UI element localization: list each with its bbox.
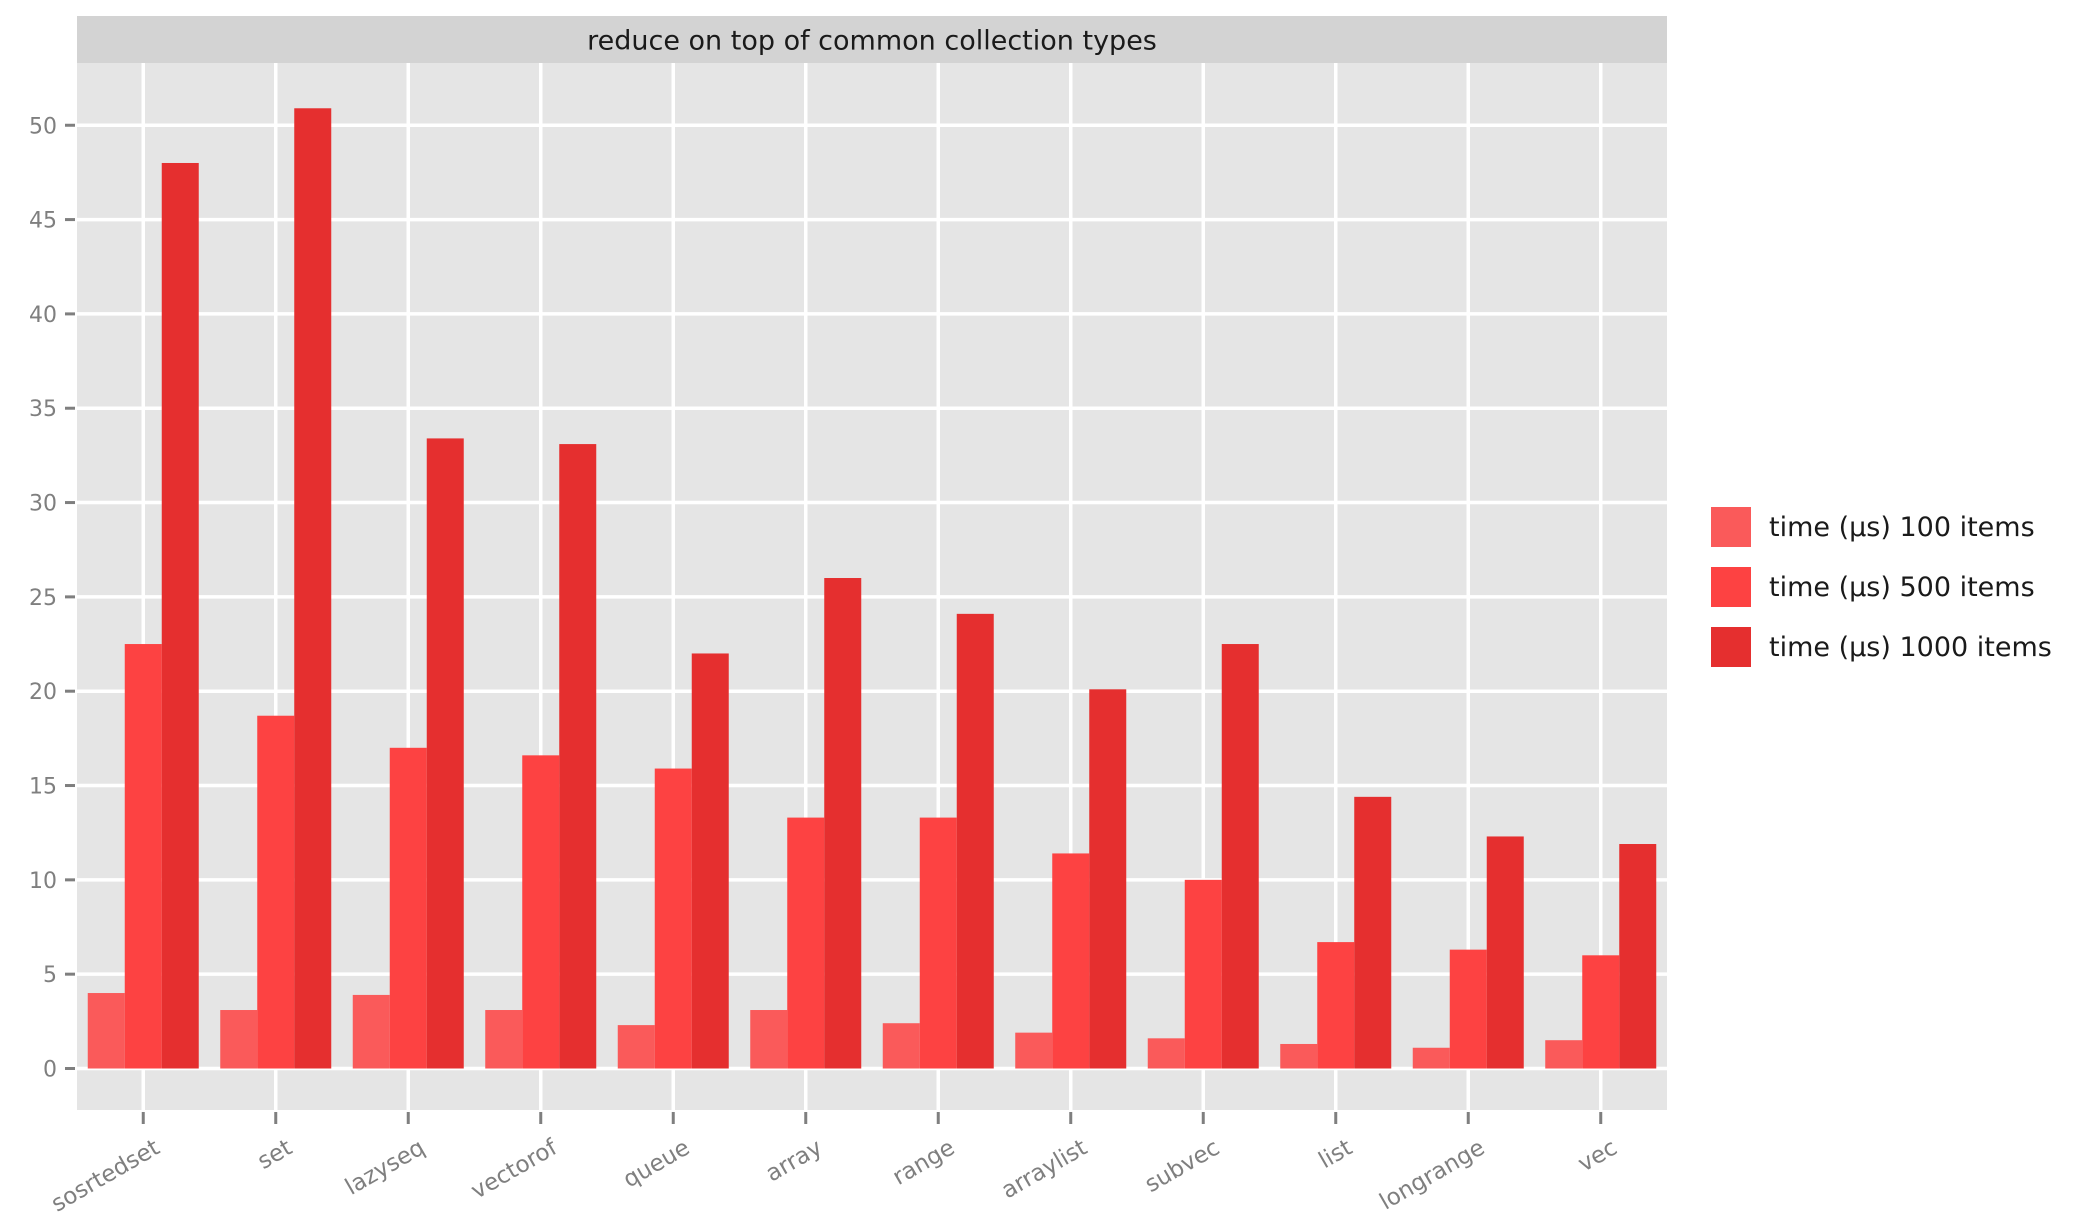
bar [257,715,295,1069]
bar [1486,836,1524,1069]
bar [691,653,729,1069]
bar [956,613,994,1069]
y-tick-label: 0 [43,1057,57,1082]
bar [1184,879,1222,1069]
legend-swatch [1711,507,1751,547]
bar [352,994,390,1069]
bar [294,108,332,1069]
bar [1619,844,1657,1069]
bar [1412,1047,1450,1069]
bars [87,108,1657,1069]
legend-label: time (µs) 100 items [1769,512,2035,543]
bar [882,1023,920,1069]
y-tick-label: 15 [29,775,57,800]
y-tick-label: 20 [29,680,57,705]
bar [124,644,162,1069]
x-tick-label: vec [1574,1135,1622,1178]
bar [1280,1043,1318,1069]
bar [1015,1032,1053,1069]
y-tick-label: 25 [29,586,57,611]
legend: time (µs) 100 items time (µs) 500 items ti… [1711,507,2052,667]
bar [824,578,862,1069]
x-tick-label: sosrtedset [47,1135,164,1218]
y-tick-label: 45 [29,209,57,234]
bar [1449,949,1487,1069]
bar [750,1010,788,1069]
y-tick-label: 50 [29,114,57,139]
x-tick-label: range [888,1135,959,1191]
legend-label: time (µs) 1000 items [1769,632,2052,663]
legend-label: time (µs) 500 items [1769,572,2035,603]
y-tick-label: 10 [29,869,57,894]
x-tick-label: lazyseq [341,1135,429,1201]
y-axis: 0 5 10 15 20 25 30 35 40 45 50 [29,114,75,1082]
x-tick-label: arraylist [997,1135,1091,1205]
bar [654,768,692,1069]
bar [1052,853,1090,1069]
x-tick-label: subvec [1141,1135,1225,1198]
bar [426,438,464,1069]
bar [389,747,427,1069]
x-tick-label: vectorof [467,1134,563,1204]
x-tick-label: list [1314,1135,1356,1174]
title-strip [77,16,1667,63]
legend-swatch [1711,627,1751,667]
bar [485,1010,523,1069]
bar [787,817,825,1069]
bar [1147,1038,1185,1069]
y-tick-label: 40 [29,303,57,328]
bar [1354,796,1392,1069]
bar [161,162,199,1069]
bar [1317,942,1355,1069]
x-tick-label: array [762,1135,827,1188]
y-tick-label: 5 [43,963,57,988]
x-tick-label: set [253,1135,296,1175]
legend-swatch [1711,567,1751,607]
y-tick-label: 35 [29,397,57,422]
y-tick-label: 30 [29,492,57,517]
x-tick-label: queue [619,1135,694,1194]
chart-title: reduce on top of common collection types [587,26,1157,57]
bar [559,444,597,1069]
x-axis: sosrtedset set lazyseq vectorof queue array ra… [47,1112,1622,1217]
bar [1545,1040,1583,1069]
bar [1582,955,1620,1069]
bar [522,755,560,1069]
bar [220,1010,258,1069]
bar [919,817,957,1069]
plot-panel [77,63,1667,1110]
bar [617,1025,655,1069]
bar [1089,689,1127,1069]
bar [1221,644,1259,1069]
x-tick-label: longrange [1375,1135,1489,1216]
bar [87,993,125,1069]
